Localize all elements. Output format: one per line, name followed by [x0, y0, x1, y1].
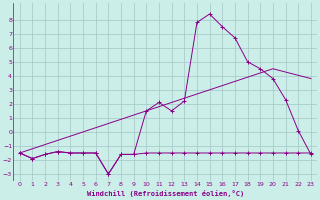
X-axis label: Windchill (Refroidissement éolien,°C): Windchill (Refroidissement éolien,°C): [87, 190, 244, 197]
